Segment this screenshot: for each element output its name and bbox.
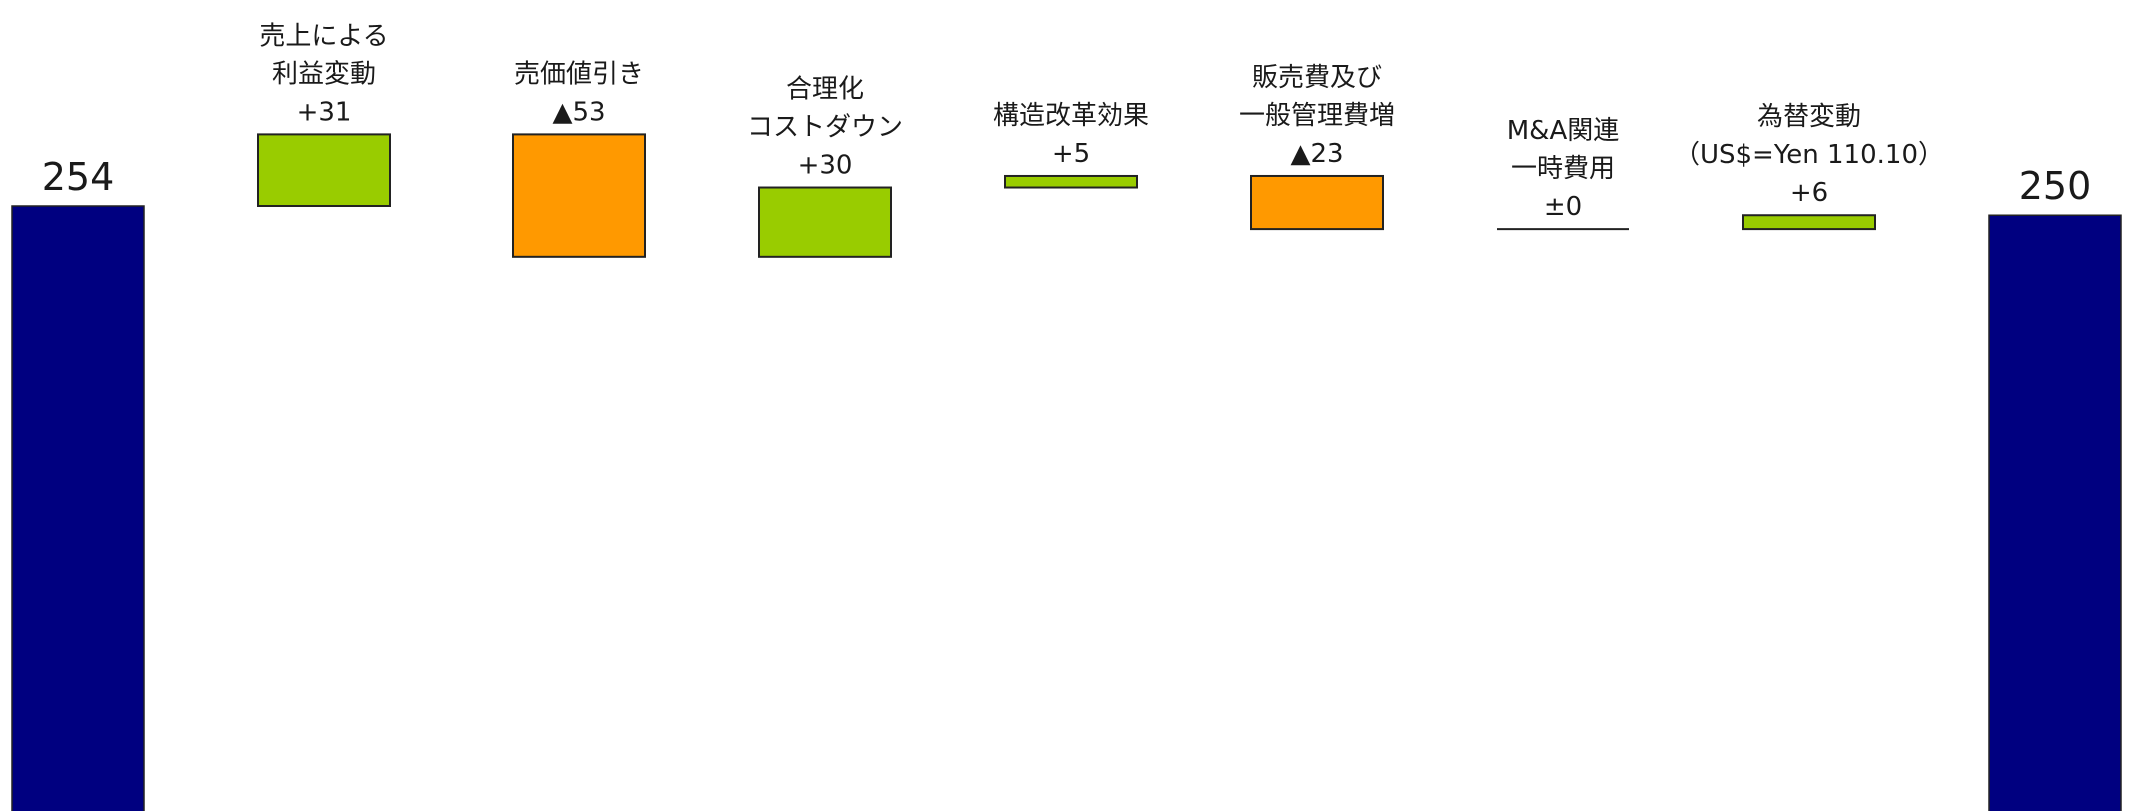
- category-label: 一時費用: [1511, 154, 1615, 184]
- bar-decrease-2: [512, 133, 646, 258]
- bar-increase-4: [1004, 174, 1138, 189]
- category-label: 利益変動: [272, 59, 376, 89]
- bar-total-8: [1988, 214, 2122, 811]
- bar-value-label: +6: [1790, 178, 1828, 208]
- bar-value-label: +5: [1052, 139, 1090, 169]
- category-label: 合理化: [786, 75, 864, 105]
- category-label: M&A関連: [1507, 116, 1620, 146]
- bar-value-label: ▲23: [1290, 139, 1343, 169]
- bar-value-label: 250: [2019, 164, 2092, 208]
- bar-value-label: +30: [798, 151, 853, 181]
- category-label: 売価値引き: [514, 59, 644, 89]
- bar-decrease-5: [1250, 174, 1384, 231]
- category-label: 為替変動: [1757, 102, 1861, 132]
- bar-increase-3: [758, 186, 892, 258]
- bar-increase-1: [257, 133, 391, 207]
- category-label: コストダウン: [747, 113, 903, 143]
- category-label: 売上による: [259, 21, 388, 51]
- category-label: （US$=Yen 110.10）: [1674, 140, 1944, 170]
- bar-total-0: [11, 205, 145, 811]
- bar-value-label: ±0: [1544, 192, 1582, 222]
- bar-value-label: +31: [297, 97, 352, 127]
- bar-increase-7: [1742, 214, 1876, 231]
- bar-value-label: 254: [42, 155, 115, 199]
- category-label: 販売費及び: [1252, 63, 1382, 93]
- bar-value-label: ▲53: [552, 97, 605, 127]
- category-label: 構造改革効果: [993, 101, 1149, 131]
- category-label: 一般管理費増: [1239, 101, 1395, 131]
